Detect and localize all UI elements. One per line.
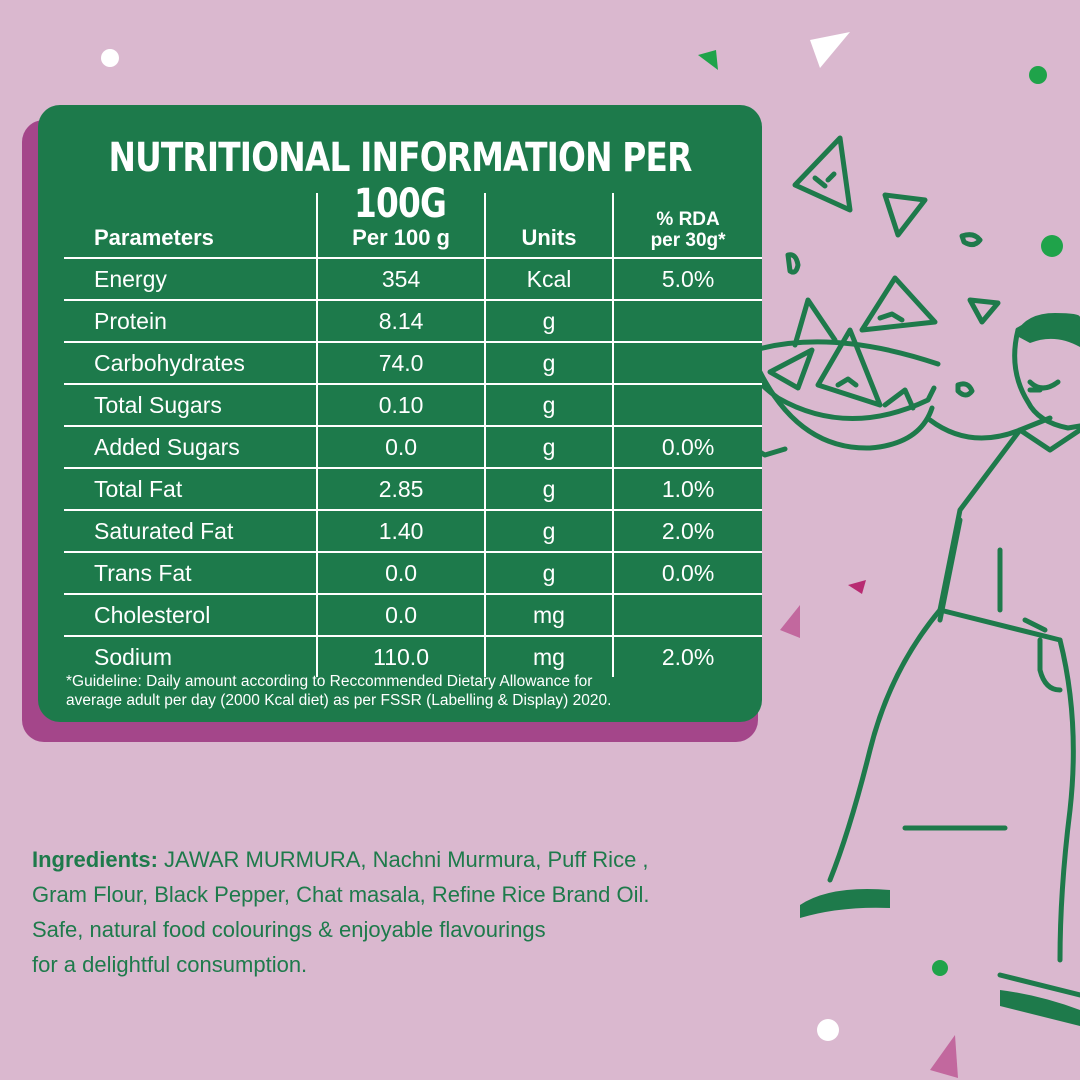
- table-row: Protein 8.14 g: [64, 299, 762, 342]
- table-row: Cholesterol 0.0 mg: [64, 593, 762, 636]
- cell-unit: g: [483, 467, 614, 510]
- cell-per100: 0.0: [316, 425, 485, 468]
- cell-parameter: Cholesterol: [64, 593, 318, 636]
- table-row: Added Sugars 0.0 g 0.0%: [64, 425, 762, 468]
- cell-unit: g: [483, 299, 614, 342]
- confetti-dot-icon: [1041, 235, 1063, 257]
- cell-unit: g: [483, 551, 614, 594]
- cell-parameter: Total Fat: [64, 467, 318, 510]
- cell-per100: 2.85: [316, 467, 485, 510]
- header-rda: % RDA per 30g*: [612, 193, 762, 258]
- cell-parameter: Added Sugars: [64, 425, 318, 468]
- cell-unit: g: [483, 341, 614, 384]
- guideline-footnote: *Guideline: Daily amount according to Re…: [66, 672, 746, 710]
- table-row: Trans Fat 0.0 g 0.0%: [64, 551, 762, 594]
- cell-unit: g: [483, 509, 614, 552]
- snack-triangle-icon: [815, 327, 883, 408]
- footnote-line2: average adult per day (2000 Kcal diet) a…: [66, 692, 612, 709]
- header-parameters: Parameters: [94, 225, 214, 250]
- cell-per100: 8.14: [316, 299, 485, 342]
- cell-rda: [612, 299, 762, 342]
- cell-parameter: Carbohydrates: [64, 341, 318, 384]
- cell-unit: Kcal: [483, 257, 614, 300]
- confetti-triangle-icon: [848, 580, 866, 594]
- cell-unit: g: [483, 383, 614, 426]
- cell-per100: 0.0: [316, 593, 485, 636]
- cell-parameter: Total Sugars: [64, 383, 318, 426]
- cell-per100: 74.0: [316, 341, 485, 384]
- confetti-triangle-icon: [810, 32, 850, 68]
- confetti-dot-icon: [817, 1019, 839, 1041]
- table-row: Total Fat 2.85 g 1.0%: [64, 467, 762, 510]
- cell-parameter: Protein: [64, 299, 318, 342]
- confetti-triangle-icon: [698, 50, 718, 70]
- table-row: Sodium 110.0 mg 2.0%: [64, 635, 762, 677]
- cell-per100: 0.10: [316, 383, 485, 426]
- cell-parameter: Trans Fat: [64, 551, 318, 594]
- ingredients-line4: for a delightful consumption.: [32, 952, 308, 977]
- snack-triangle-icon: [792, 135, 853, 213]
- header-per-100g: Per 100 g: [316, 193, 485, 258]
- cell-rda: 0.0%: [612, 425, 762, 468]
- snack-triangle-icon: [967, 297, 1001, 325]
- cell-parameter: Saturated Fat: [64, 509, 318, 552]
- table-row: Carbohydrates 74.0 g: [64, 341, 762, 384]
- confetti-dot-icon: [101, 49, 119, 67]
- cell-rda: 5.0%: [612, 257, 762, 300]
- cell-rda: [612, 341, 762, 384]
- header-rda-line2: per 30g*: [650, 230, 726, 251]
- ingredients-line3: Safe, natural food colourings & enjoyabl…: [32, 917, 546, 942]
- ingredients-label: Ingredients:: [32, 847, 158, 872]
- confetti-dot-icon: [932, 960, 948, 976]
- cell-unit: mg: [483, 635, 614, 677]
- cell-rda: 1.0%: [612, 467, 762, 510]
- nutrition-card: NUTRITIONAL INFORMATION PER 100G Paramet…: [38, 105, 762, 722]
- cell-rda: 2.0%: [612, 635, 762, 677]
- ingredients-line1: JAWAR MURMURA, Nachni Murmura, Puff Rice…: [164, 847, 649, 872]
- cell-per100: 0.0: [316, 551, 485, 594]
- confetti-triangle-icon: [780, 605, 800, 638]
- cell-parameter: Energy: [64, 257, 318, 300]
- cell-unit: mg: [483, 593, 614, 636]
- cell-per100: 110.0: [316, 635, 485, 677]
- cell-parameter: Sodium: [64, 635, 318, 677]
- header-units: Units: [483, 193, 614, 258]
- ingredients-section: Ingredients: JAWAR MURMURA, Nachni Murmu…: [32, 842, 792, 982]
- cell-rda: 2.0%: [612, 509, 762, 552]
- nutrition-table: Parameters Per 100 g Units % RDA per 30g…: [64, 193, 762, 677]
- snack-triangle-icon: [859, 275, 938, 333]
- cell-rda: [612, 383, 762, 426]
- cell-unit: g: [483, 425, 614, 468]
- cell-per100: 354: [316, 257, 485, 300]
- footnote-line1: *Guideline: Daily amount according to Re…: [66, 673, 593, 690]
- table-row: Saturated Fat 1.40 g 2.0%: [64, 509, 762, 552]
- table-row: Total Sugars 0.10 g: [64, 383, 762, 426]
- snack-triangle-icon: [792, 297, 838, 348]
- cell-rda: [612, 593, 762, 636]
- table-row: Energy 354 Kcal 5.0%: [64, 257, 762, 300]
- cell-rda: 0.0%: [612, 551, 762, 594]
- ingredients-line2: Gram Flour, Black Pepper, Chat masala, R…: [32, 882, 650, 907]
- cell-per100: 1.40: [316, 509, 485, 552]
- confetti-dot-icon: [1029, 66, 1047, 84]
- confetti-triangle-icon: [930, 1035, 958, 1078]
- header-rda-line1: % RDA: [656, 209, 720, 230]
- snack-triangle-icon: [882, 192, 928, 238]
- table-header-row: Parameters Per 100 g Units % RDA per 30g…: [64, 193, 762, 258]
